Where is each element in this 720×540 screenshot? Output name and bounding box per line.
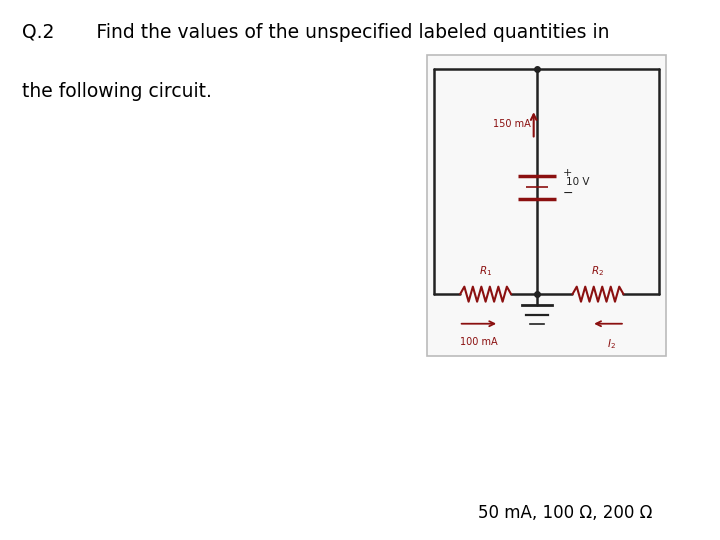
Text: +: + — [562, 168, 572, 178]
Text: 150 mA: 150 mA — [492, 119, 531, 129]
Text: 10 V: 10 V — [566, 177, 590, 187]
Text: −: − — [562, 187, 573, 200]
Text: the following circuit.: the following circuit. — [22, 82, 212, 101]
Text: 50 mA, 100 Ω, 200 Ω: 50 mA, 100 Ω, 200 Ω — [478, 504, 652, 523]
Text: $R_1$: $R_1$ — [479, 264, 492, 278]
Text: 100 mA: 100 mA — [460, 337, 498, 347]
Text: $I_2$: $I_2$ — [607, 337, 616, 351]
Bar — [428, 55, 666, 356]
Text: $R_2$: $R_2$ — [591, 264, 605, 278]
Text: Q.2       Find the values of the unspecified labeled quantities in: Q.2 Find the values of the unspecified l… — [22, 23, 609, 42]
